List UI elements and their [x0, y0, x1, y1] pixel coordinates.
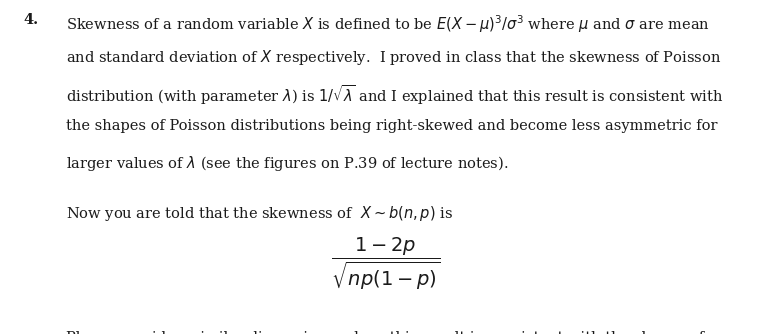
Text: and standard deviation of $X$ respectively.  I proved in class that the skewness: and standard deviation of $X$ respective… — [66, 48, 721, 67]
Text: distribution (with parameter $\lambda$) is $1/\sqrt{\lambda}$ and I explained th: distribution (with parameter $\lambda$) … — [66, 84, 723, 107]
Text: $\dfrac{1-2p}{\sqrt{np(1-p)}}$: $\dfrac{1-2p}{\sqrt{np(1-p)}}$ — [331, 236, 441, 292]
Text: 4.: 4. — [23, 13, 39, 27]
Text: the shapes of Poisson distributions being right-skewed and become less asymmetri: the shapes of Poisson distributions bein… — [66, 119, 717, 133]
Text: Skewness of a random variable $X$ is defined to be $E(X-\mu)^3/\sigma^3$ where $: Skewness of a random variable $X$ is def… — [66, 13, 709, 35]
Text: Now you are told that the skewness of  $X \sim b(n, p)$ is: Now you are told that the skewness of $X… — [66, 204, 452, 223]
Text: Please provide a similar discussion on how this result is consistent with the sh: Please provide a similar discussion on h… — [66, 331, 704, 334]
Text: larger values of $\lambda$ (see the figures on P.39 of lecture notes).: larger values of $\lambda$ (see the figu… — [66, 154, 508, 173]
